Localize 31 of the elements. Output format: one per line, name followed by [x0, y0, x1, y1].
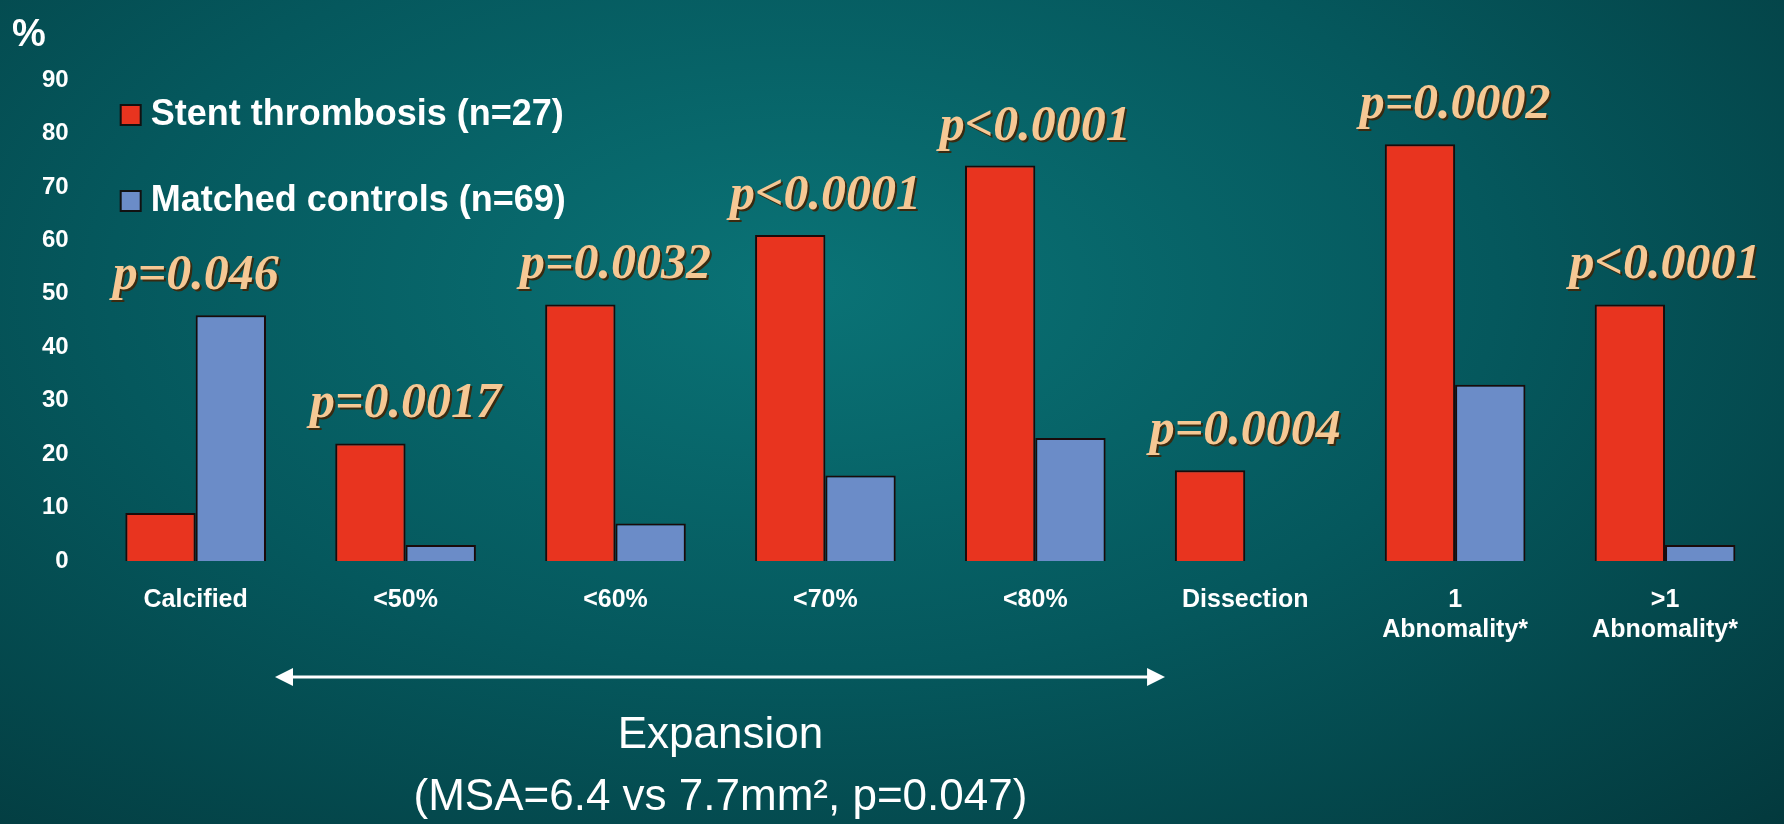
x-tick-label: >1 Abnomality* — [1592, 583, 1739, 642]
annotation: p=0.046 — [110, 246, 281, 303]
text: (MSA=6.4 vs 7.7mm², p=0.047) — [413, 770, 1028, 819]
annotation: p<0.0001 — [1567, 235, 1763, 292]
annotation: p<0.0001 — [727, 165, 923, 222]
x-tick-label: Dissection — [1182, 583, 1309, 612]
text: Expansion — [617, 708, 824, 757]
legend-label: Matched controls (n=69) — [150, 177, 566, 219]
x-tick-label: <60% — [583, 583, 648, 612]
annotation: p<0.0001 — [937, 96, 1133, 153]
annotation: p=0.0032 — [517, 235, 713, 292]
x-tick-label: Calcified — [143, 583, 248, 612]
y-tick-label: 30 — [41, 385, 69, 413]
annotation: p=0.0004 — [1147, 401, 1343, 458]
y-tick-label: 80 — [41, 118, 69, 146]
annotation: p=0.0002 — [1357, 75, 1553, 132]
annotation: p=0.0017 — [308, 374, 506, 431]
x-tick-label: <80% — [1002, 583, 1068, 612]
x-tick-label: <50% — [373, 583, 438, 612]
y-tick-label: 60 — [41, 224, 69, 252]
y-tick-label: 10 — [41, 492, 69, 520]
y-tick-label: 0 — [55, 545, 69, 573]
y-tick-label: 20 — [41, 438, 69, 466]
y-tick-label: 90 — [41, 64, 69, 92]
y-tick-label: 70 — [41, 171, 69, 199]
x-tick-label: 1 Abnomality* — [1382, 583, 1529, 642]
legend-label: Stent thrombosis (n=27) — [150, 91, 564, 133]
y-tick-label: 50 — [41, 278, 69, 306]
x-tick-label: <70% — [793, 583, 858, 612]
y-tick-label: 40 — [41, 331, 69, 359]
y-axis-title: % — [12, 12, 46, 54]
